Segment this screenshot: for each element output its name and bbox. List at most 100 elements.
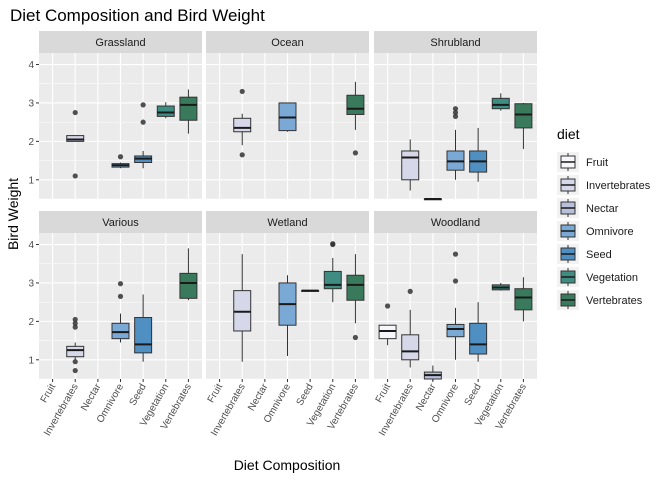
x-tick-label: Seed xyxy=(295,382,316,408)
legend-label: Omnivore xyxy=(586,226,634,238)
outlier-point xyxy=(352,334,359,341)
box-seed xyxy=(469,127,488,182)
box-invertebrates xyxy=(66,316,85,374)
x-tick-label: Fruit xyxy=(39,382,59,405)
outlier-point xyxy=(452,109,459,116)
facet-strip xyxy=(39,31,202,53)
box-omnivore xyxy=(111,281,130,343)
legend-items: Fruit Invertebrates Nectar Omnivore Seed Vege… xyxy=(557,152,651,310)
box-body xyxy=(491,97,510,110)
gridlines xyxy=(39,53,202,200)
outlier-point xyxy=(452,106,459,112)
box-vegetation xyxy=(156,102,175,119)
x-tick-label: Seed xyxy=(463,382,484,408)
box-vertebrates xyxy=(346,254,365,341)
facet-grassland: Grassland 1 2 3 4 xyxy=(28,31,202,200)
outlier-point xyxy=(72,109,78,116)
box-seed xyxy=(134,294,153,362)
facet-shrubland: Shrubland xyxy=(374,31,537,201)
outlier-point xyxy=(239,152,245,158)
outlier-point xyxy=(72,320,78,326)
box-body xyxy=(401,334,420,361)
outlier-point xyxy=(117,154,124,160)
y-axis-title: Bird Weight xyxy=(5,178,21,250)
y-tick-label: 2 xyxy=(28,317,34,328)
box-omnivore xyxy=(446,106,465,180)
facet-strip xyxy=(39,211,202,233)
legend-item-fruit: Fruit xyxy=(557,152,608,172)
outlier-point xyxy=(72,173,78,179)
box-vegetation xyxy=(323,241,342,303)
facet-strip xyxy=(206,31,369,53)
box-invertebrates xyxy=(401,288,420,368)
box-fruit xyxy=(378,303,397,346)
legend-item-vertebrates: Vertebrates xyxy=(557,290,643,310)
legend-item-invertebrates: Invertebrates xyxy=(557,175,651,195)
box-vertebrates xyxy=(179,248,198,301)
box-seed xyxy=(134,102,153,169)
facet-panels: Grassland 1 2 3 4 Ocean Shrubland Various 1 2 3 4 Fr… xyxy=(28,31,537,438)
box-invertebrates xyxy=(401,139,420,191)
legend-label: Nectar xyxy=(586,203,619,215)
legend-label: Invertebrates xyxy=(586,180,651,192)
x-tick-label: Fruit xyxy=(374,382,394,405)
legend-item-omnivore: Omnivore xyxy=(557,221,634,241)
facet-ocean: Ocean xyxy=(206,31,369,200)
y-tick-label: 4 xyxy=(28,60,34,71)
gridlines xyxy=(39,233,202,380)
legend-label: Fruit xyxy=(586,157,608,169)
x-tick-label: Nectar xyxy=(79,381,104,413)
y-tick-label: 1 xyxy=(28,355,34,366)
box-vertebrates xyxy=(346,81,365,156)
y-tick-label: 1 xyxy=(28,175,34,186)
facet-various: Various1234FruitInvertebratesNectarOmniv… xyxy=(28,211,202,438)
facet-label: Woodland xyxy=(431,217,480,229)
box-body xyxy=(66,345,85,358)
legend-label: Vegetation xyxy=(586,272,638,284)
facet-label: Various xyxy=(102,217,139,229)
box-body xyxy=(514,103,533,129)
box-nectar xyxy=(423,198,442,201)
box-body xyxy=(179,272,198,299)
box-seed xyxy=(469,302,488,362)
outlier-point xyxy=(384,303,391,309)
box-body xyxy=(401,150,420,181)
x-tick-label: Nectar xyxy=(414,381,439,413)
outlier-point xyxy=(72,367,78,374)
box-invertebrates xyxy=(233,254,252,362)
facet-strip xyxy=(374,31,537,53)
outlier-point xyxy=(452,278,459,284)
box-omnivore xyxy=(278,275,297,356)
box-vertebrates xyxy=(514,102,533,150)
outlier-point xyxy=(72,316,78,323)
legend-label: Vertebrates xyxy=(586,295,643,307)
legend: diet Fruit Invertebrates Nectar Omnivore See… xyxy=(557,126,651,310)
box-vegetation xyxy=(491,93,510,111)
outlier-point xyxy=(72,359,78,365)
box-omnivore xyxy=(278,102,297,132)
box-vegetation xyxy=(491,282,510,291)
box-vertebrates xyxy=(179,89,198,134)
outlier-point xyxy=(140,102,146,108)
outlier-point xyxy=(452,251,459,257)
legend-item-vegetation: Vegetation xyxy=(557,267,638,287)
facet-woodland: WoodlandFruitInvertebratesNectarOmnivore… xyxy=(374,211,537,438)
box-body xyxy=(469,322,488,355)
box-omnivore xyxy=(111,154,130,169)
facet-label: Ocean xyxy=(271,37,303,49)
facet-label: Shrubland xyxy=(430,37,480,49)
facet-label: Grassland xyxy=(95,37,145,49)
box-seed xyxy=(301,289,320,292)
facet-strip xyxy=(206,211,369,233)
box-invertebrates xyxy=(66,109,85,179)
y-tick-label: 3 xyxy=(28,278,34,289)
outlier-point xyxy=(352,150,359,156)
box-invertebrates xyxy=(233,88,252,158)
box-body xyxy=(323,270,342,290)
facet-label: Wetland xyxy=(267,217,307,229)
legend-item-seed: Seed xyxy=(557,244,612,264)
x-tick-label: Seed xyxy=(128,382,149,408)
box-body xyxy=(111,322,130,340)
box-omnivore xyxy=(446,251,465,360)
